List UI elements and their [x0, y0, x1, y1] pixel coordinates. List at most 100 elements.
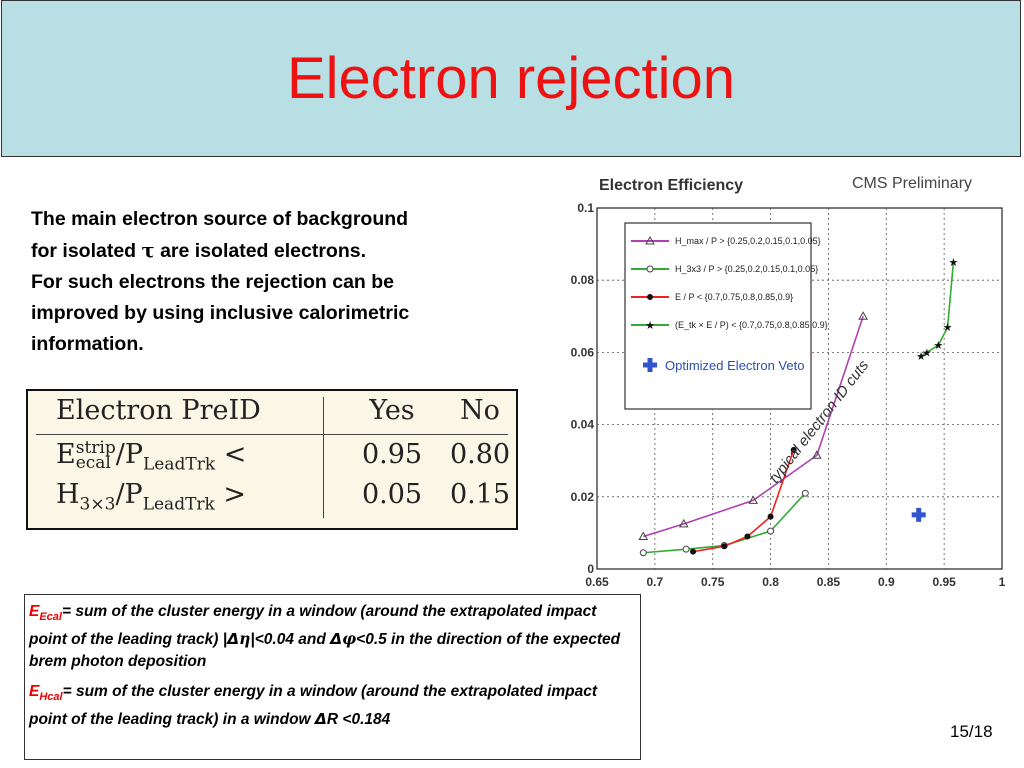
row-rest-sub: LeadTrk [143, 454, 216, 475]
intro-line-1: The main electron source of background [31, 208, 409, 230]
table-row-label: H3×3/PLeadTrk > [56, 479, 246, 514]
row-op: < [215, 439, 247, 470]
series-line [920, 262, 955, 357]
intro-line-3: For such electrons the rejection can be [31, 271, 395, 293]
ecal-symbol: EEcal [29, 603, 62, 624]
y-tick-label: 0.1 [577, 201, 594, 215]
table-cell-yes: 0.05 [361, 479, 423, 510]
electron-veto-marker [911, 507, 926, 522]
dot-marker [767, 513, 774, 520]
circle-marker [682, 545, 690, 553]
x-tick-label: 0.65 [585, 575, 609, 589]
row-sub: 3×3 [79, 494, 116, 515]
intro-line-2: for isolated τ are isolated electrons. [31, 235, 541, 267]
legend-label: E / P < {0.7,0.75,0.8,0.85,0.9} [675, 292, 793, 302]
circle-marker [767, 527, 775, 535]
triangle-marker [678, 518, 689, 528]
chart-title: Electron Efficiency [599, 177, 743, 194]
x-tick-label: 0.95 [932, 575, 956, 589]
y-tick-label: 0.08 [571, 273, 595, 287]
dot-marker [744, 533, 751, 540]
x-tick-label: 0.75 [701, 575, 725, 589]
row-rest-sub: LeadTrk [142, 494, 215, 515]
tau-symbol: τ [141, 239, 155, 262]
y-tick-label: 0.02 [571, 490, 595, 504]
legend-label: H_3x3 / P > {0.25,0.2,0.15,0.1,0.05} [675, 264, 818, 274]
triangle-marker [858, 311, 869, 320]
row-rest: /P [115, 439, 143, 470]
dot-marker [647, 294, 653, 300]
hcal-text-2: R <0.184 [326, 711, 391, 729]
title-bar: Electron rejection [1, 0, 1021, 157]
legend-veto-marker [643, 358, 657, 372]
slide-title: Electron rejection [286, 46, 736, 111]
x-tick-label: 0.85 [817, 575, 841, 589]
delta-symbol: Δ [314, 710, 327, 729]
star-marker: ★ [933, 339, 943, 352]
table-cell-yes: 0.95 [361, 439, 423, 470]
table-vertical-rule [323, 397, 324, 518]
row-op: > [214, 479, 247, 510]
eta-symbol: η [239, 629, 251, 649]
legend-veto-label: Optimized Electron Veto [665, 358, 804, 373]
ecal-text-2: |<0.04 and [250, 631, 331, 649]
row-base: E [56, 439, 76, 470]
delta-symbol: Δ [227, 630, 240, 649]
hcal-text-1: = sum of the cluster energy in a window … [29, 683, 598, 729]
legend-label: H_max / P > {0.25,0.2,0.15,0.1,0.05} [675, 236, 821, 246]
intro-text: The main electron source of background f… [31, 204, 541, 360]
circle-marker [801, 489, 809, 497]
y-tick-label: 0.06 [571, 345, 595, 359]
intro-line-2b: are isolated electrons. [154, 240, 366, 262]
row-sup: strip [75, 437, 116, 458]
intro-line-5: information. [31, 333, 144, 355]
ecal-definition: EEcal= sum of the cluster energy in a wi… [29, 601, 636, 673]
phi-symbol: φ [342, 629, 357, 649]
table-row: H3×3/PLeadTrk > 0.05 0.15 [28, 479, 516, 519]
table-header-yes: Yes [369, 395, 415, 426]
row-sub: ecal [75, 452, 111, 473]
dot-marker [790, 446, 797, 453]
star-marker: ★ [645, 319, 655, 332]
table-header-no: No [460, 395, 500, 426]
circle-marker [639, 549, 647, 557]
table-cell-no: 0.80 [449, 439, 511, 470]
plot-frame [596, 207, 1003, 570]
table-header-row: Electron PreID Yes No [28, 395, 516, 435]
intro-line-2a: for isolated [31, 240, 142, 262]
row-rest: /P [115, 479, 143, 510]
hcal-definition: EHcal= sum of the cluster energy in a wi… [29, 681, 636, 731]
hcal-symbol: EHcal [29, 683, 63, 704]
circle-marker [646, 265, 654, 273]
y-tick-label: 0.04 [571, 418, 595, 432]
intro-line-4: improved by using inclusive calorimetric [31, 302, 410, 324]
ecal-text-3: <0.5 in the direction of the expected br… [29, 631, 621, 671]
dot-marker [721, 543, 728, 550]
legend-label: (E_tk × E / P) < {0.7,0.75,0.8,0.85,0.9} [675, 320, 828, 330]
legend-box [624, 222, 812, 410]
triangle-marker [748, 495, 759, 504]
table-header-label: Electron PreID [56, 395, 261, 426]
star-marker: ★ [943, 321, 953, 334]
table-cell-no: 0.15 [449, 479, 511, 510]
x-tick-label: 0.9 [878, 575, 895, 589]
row-base: H [56, 479, 80, 510]
definitions-box: EEcal= sum of the cluster energy in a wi… [24, 594, 641, 760]
dot-marker [690, 548, 697, 555]
triangle-marker [638, 531, 649, 541]
star-marker: ★ [922, 346, 932, 359]
y-tick-label: 0 [587, 562, 594, 576]
table-header-rule [36, 434, 508, 435]
chart-subtitle: CMS Preliminary [852, 175, 972, 192]
star-marker: ★ [916, 350, 926, 363]
x-tick-label: 1 [999, 575, 1006, 589]
page-number: 15/18 [950, 722, 993, 741]
star-marker: ★ [948, 256, 958, 269]
x-tick-label: 0.7 [647, 575, 664, 589]
ecal-text-1: = sum of the cluster energy in a window … [29, 603, 597, 649]
triangle-marker [645, 235, 655, 245]
delta-symbol: Δ [330, 630, 343, 649]
